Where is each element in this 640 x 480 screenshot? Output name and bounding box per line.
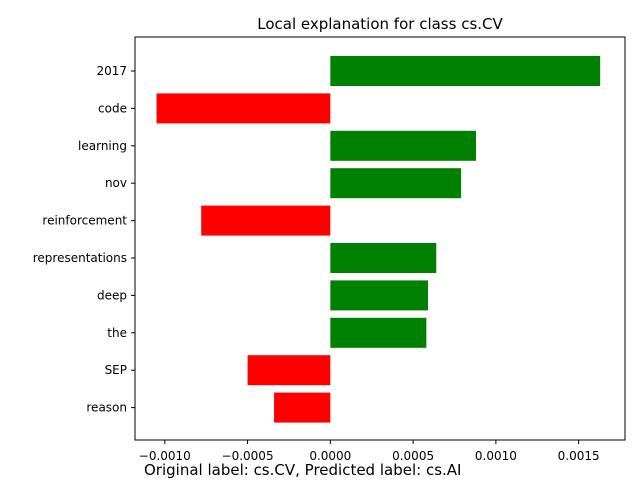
bar-code [156, 93, 331, 124]
y-tick-label: deep [97, 288, 127, 302]
x-tick-label: 0.0005 [392, 449, 434, 463]
x-tick-label: −0.0010 [139, 449, 191, 463]
chart-title: Local explanation for class cs.CV [257, 15, 503, 33]
y-tick-label: 2017 [96, 64, 127, 78]
x-tick-label: 0.0000 [309, 449, 351, 463]
bar-reinforcement [201, 205, 331, 236]
bar-learning [330, 130, 477, 161]
bar-sep [247, 355, 331, 386]
y-tick-label: the [107, 326, 127, 340]
y-tick-label: reinforcement [42, 214, 127, 228]
y-tick-label: reason [86, 401, 127, 415]
y-tick-label: learning [78, 139, 127, 153]
x-tick-label: 0.0015 [558, 449, 600, 463]
bars-layer [156, 56, 601, 423]
chart-caption: Original label: cs.CV, Predicted label: … [144, 461, 461, 479]
bar-2017 [330, 56, 601, 86]
y-tick-label: representations [33, 251, 127, 265]
x-tick-label: −0.0005 [222, 449, 274, 463]
x-tick-label: 0.0010 [475, 449, 517, 463]
y-tick-label: nov [105, 176, 127, 190]
bar-deep [330, 280, 429, 311]
bar-representations [330, 243, 437, 273]
x-axis: −0.0010 −0.0005 0.0000 0.0005 0.0010 0.0015 [139, 440, 600, 463]
plot-frame [134, 36, 626, 441]
bar-the [330, 317, 427, 348]
y-tick-label: SEP [105, 363, 127, 377]
bar-nov [330, 168, 462, 199]
y-axis: 2017 code learning nov reinforcement represen… [33, 64, 135, 415]
bar-reason [274, 392, 331, 423]
y-tick-label: code [98, 101, 127, 115]
